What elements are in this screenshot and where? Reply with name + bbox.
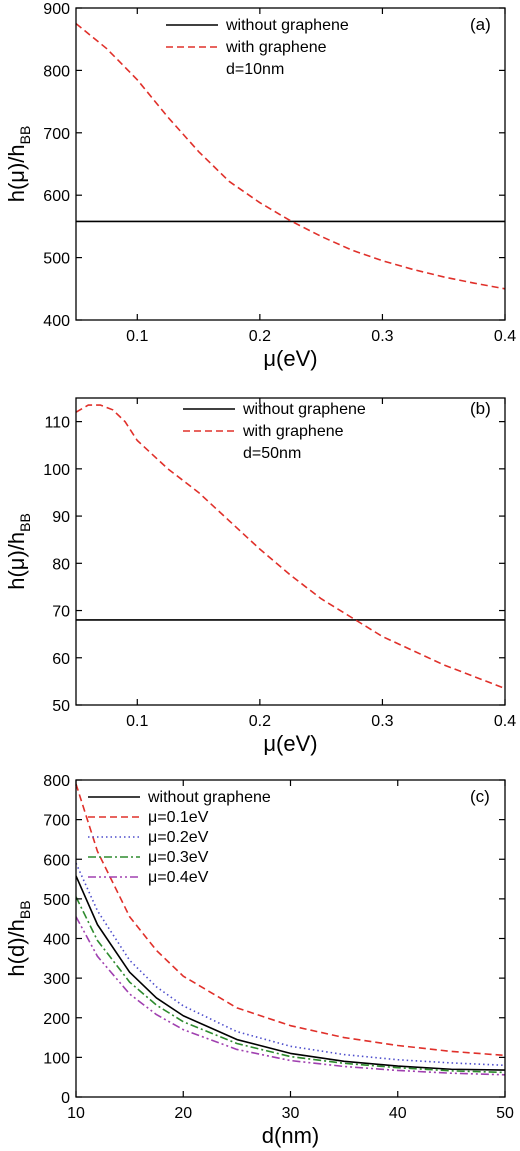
x-tick-label: 0.1 [126,713,148,730]
y-tick-label: 500 [43,251,70,268]
legend-note: d=10nm [226,61,284,78]
legend-label: μ=0.2eV [148,829,209,846]
chart-panel-b: 0.1 0.2 0.3 0.4 50 60 70 80 90 100 110 μ(eV) h(μ)/hB… [4,397,516,756]
legend: without graphene with graphene d=50nm [183,401,366,462]
y-tick-label: 70 [52,604,70,621]
x-tick-label: 0.4 [494,713,516,730]
series-line-1 [76,875,505,1071]
y-tick-label: 90 [52,509,70,526]
legend-label: μ=0.4eV [148,869,209,886]
x-tick-label: 0.2 [249,328,271,345]
chart-panel-a: 0.1 0.2 0.3 0.4 400 500 600 700 800 900 μ(eV) h(μ)/… [4,1,516,371]
y-axis-label: h(μ)/hBB [4,513,33,590]
y-tick-label: 50 [52,698,70,715]
y-tick-label: 800 [43,63,70,80]
legend-label: μ=0.1eV [148,809,209,826]
plot-frame [75,397,506,706]
y-tick-label: 110 [44,415,70,432]
chart-panel-c: 10 20 30 40 500100200300400500600700800d(nm)… [4,773,514,1148]
legend-label: without graphene [225,17,349,34]
legend-note: d=50nm [243,445,301,462]
x-tick-label: 0.4 [494,328,516,345]
series-line-5 [76,916,505,1076]
x-axis-label: μ(eV) [263,346,317,371]
legend-label: with graphene [225,39,327,56]
y-tick-label: 800 [43,773,70,790]
series-group [76,22,505,290]
x-tick-label: 10 [67,1105,85,1122]
series-line-3 [76,862,505,1067]
y-tick-label: 700 [43,813,70,830]
panel-tag: (b) [470,399,491,418]
x-tick-label: 0.3 [371,328,393,345]
y-axis-label: h(d)/hBB [4,900,33,976]
y-tick-label: 600 [43,188,70,205]
panel-tag: (c) [470,787,490,806]
y-tick-label: 400 [43,932,70,949]
legend: without graphene μ=0.1eV μ=0.2eV μ=0.3eV μ=0… [88,789,271,886]
legend-label: with graphene [242,423,344,440]
y-tick-label: 400 [43,313,70,330]
series-line-2 [76,22,505,290]
legend-label: without graphene [147,789,271,806]
series-line-2 [76,783,505,1057]
plot-frame [75,7,506,321]
y-tick-label: 900 [43,1,70,18]
y-tick-label: 600 [43,852,70,869]
plot-frame [75,779,506,1098]
panel-tag: (a) [470,15,491,34]
legend-label: without graphene [242,401,366,418]
x-axis-label: μ(eV) [263,731,317,756]
y-tick-label: 80 [52,556,70,573]
series-line-2 [76,404,505,690]
series-group [76,404,505,690]
series-line-4 [76,896,505,1074]
x-axis-label: d(nm) [262,1123,319,1148]
y-axis-label: h(μ)/hBB [4,126,33,203]
y-tick-label: 300 [43,971,70,988]
x-tick-label: 0.3 [371,713,393,730]
y-tick-label: 700 [43,126,70,143]
y-tick-label: 100 [43,1050,70,1067]
x-tick-label: 30 [282,1105,300,1122]
x-tick-label: 0.1 [126,328,148,345]
y-tick-label: 60 [52,651,70,668]
x-tick-label: 40 [389,1105,407,1122]
legend: without graphene with graphene d=10nm [166,17,349,78]
y-tick-label: 0 [61,1090,70,1107]
y-tick-label: 200 [43,1011,70,1028]
y-tick-label: 100 [43,462,70,479]
y-tick-label: 500 [43,892,70,909]
x-tick-label: 0.2 [249,713,271,730]
x-tick-label: 50 [496,1105,514,1122]
legend-label: μ=0.3eV [148,849,209,866]
x-tick-label: 20 [174,1105,192,1122]
series-group [76,783,505,1076]
